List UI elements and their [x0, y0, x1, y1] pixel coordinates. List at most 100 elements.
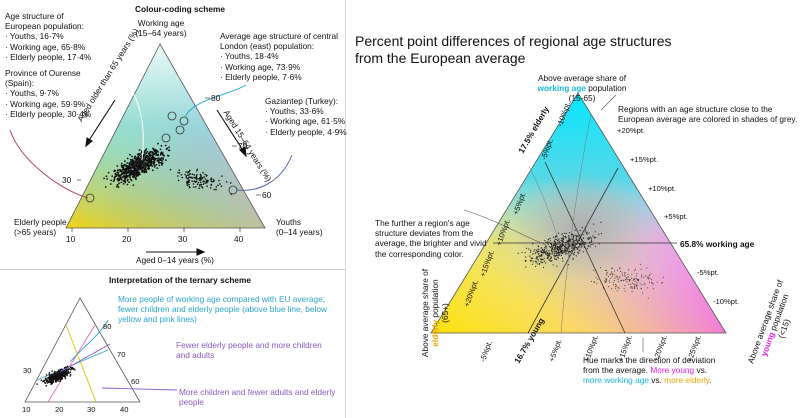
scatter-point — [153, 166, 156, 168]
scatter-point — [588, 236, 590, 238]
note-brightness-line4: the corresponding color. — [375, 248, 464, 259]
annotation-europe-elderly: · Elderly people, 17·4% — [5, 51, 92, 62]
scatter-point — [199, 181, 202, 184]
scatter-point — [40, 379, 43, 381]
scatter-point — [186, 183, 188, 185]
scatter-point — [186, 184, 189, 187]
scatter-point — [548, 250, 550, 252]
scatter-point — [579, 243, 581, 245]
scatter-point — [553, 255, 555, 257]
scatter-point — [613, 284, 615, 286]
scatter-point — [149, 155, 151, 158]
scatter-point — [571, 233, 573, 235]
scatter-point — [568, 237, 570, 239]
scatter-point — [225, 181, 228, 183]
lb-tick-right-60: 60 — [131, 377, 140, 386]
scatter-point — [603, 287, 605, 289]
scatter-point — [628, 283, 630, 285]
scatter-point — [560, 254, 563, 257]
scatter-point — [565, 253, 567, 255]
scatter-point — [110, 179, 112, 182]
scatter-point — [561, 248, 563, 250]
top-apex-line2: working age population — [532, 83, 632, 93]
scatter-point — [189, 176, 192, 179]
scatter-point — [651, 282, 652, 283]
scatter-point — [169, 168, 172, 171]
panel-divider — [345, 0, 346, 418]
scatter-point — [525, 260, 527, 262]
tick-bottom-30: 30 — [178, 234, 188, 244]
scatter-point — [52, 381, 55, 383]
scatter-point — [552, 264, 554, 266]
scatter-point — [63, 370, 66, 372]
scatter-point — [535, 260, 537, 263]
apex-working-age: Working age (15–64 years) — [130, 18, 192, 38]
scatter-point — [58, 371, 60, 373]
scatter-point — [573, 234, 575, 236]
scatter-point — [140, 162, 142, 165]
scatter-point — [581, 239, 583, 241]
scatter-point — [641, 274, 643, 276]
scatter-point — [530, 250, 532, 252]
scatter-point — [120, 170, 123, 173]
scatter-point — [530, 251, 532, 253]
scatter-point — [549, 259, 551, 261]
scatter-point — [562, 260, 564, 262]
scatter-point — [629, 279, 631, 281]
scatter-point — [555, 235, 557, 237]
scatter-point — [551, 244, 553, 246]
scatter-point — [545, 262, 547, 264]
scatter-point — [200, 183, 203, 186]
scatter-point — [561, 239, 563, 241]
scatter-point — [517, 252, 519, 254]
scatter-point — [636, 284, 638, 286]
scatter-point — [565, 244, 567, 246]
scatter-point — [577, 236, 579, 238]
scatter-point — [609, 274, 611, 276]
scatter-point — [563, 252, 565, 254]
scatter-point — [549, 240, 551, 242]
scatter-point — [65, 369, 67, 372]
scatter-point — [571, 248, 573, 250]
scatter-point — [611, 271, 613, 273]
scatter-point — [125, 174, 128, 176]
scatter-point — [538, 254, 540, 256]
scatter-point — [49, 374, 51, 377]
scatter-point — [640, 288, 642, 290]
scatter-point — [199, 173, 202, 176]
scatter-point — [615, 275, 617, 277]
scatter-point — [556, 253, 558, 255]
scatter-point — [608, 280, 610, 282]
scatter-point — [536, 256, 538, 258]
top-apex-label: Above average share of working age popul… — [532, 73, 632, 104]
scatter-point — [647, 276, 649, 278]
scatter-point — [159, 159, 162, 162]
interpretation-note-more-children: More children and fewer adults and elder… — [179, 387, 335, 407]
scatter-point — [536, 249, 538, 251]
scatter-point — [554, 256, 556, 258]
scatter-point — [177, 179, 180, 182]
scatter-point — [598, 233, 600, 235]
scatter-point — [572, 252, 574, 254]
scatter-point — [559, 246, 561, 248]
scatter-point — [578, 237, 580, 240]
scatter-point — [585, 242, 587, 244]
scatter-point — [561, 257, 564, 259]
scatter-point — [644, 282, 646, 284]
scatter-point — [647, 297, 649, 299]
scatter-point — [151, 151, 154, 153]
lb-tick-left-30: 30 — [23, 366, 32, 375]
scatter-point — [540, 254, 543, 256]
scatter-point — [111, 175, 114, 178]
scatter-point — [142, 163, 145, 166]
lb-tick-right-80: 80 — [103, 322, 112, 331]
scatter-point — [51, 370, 53, 372]
scatter-point — [126, 178, 129, 181]
scatter-point — [543, 266, 545, 269]
scatter-point — [606, 271, 608, 273]
scatter-point — [612, 282, 614, 283]
scatter-point — [547, 255, 549, 257]
scatter-point — [146, 154, 149, 157]
scatter-point — [574, 243, 576, 246]
scatter-point — [574, 239, 576, 242]
